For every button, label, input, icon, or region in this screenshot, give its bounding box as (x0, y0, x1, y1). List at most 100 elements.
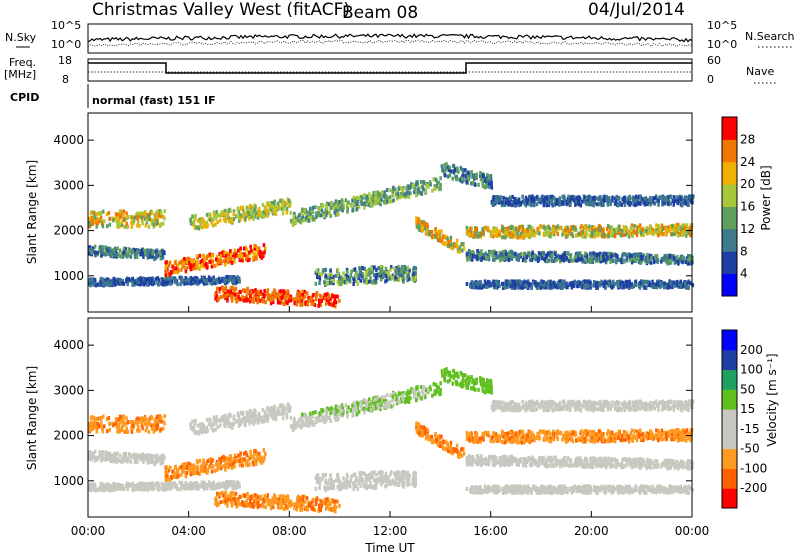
power-cell (216, 286, 219, 291)
power-cell (289, 210, 293, 215)
power-cell (645, 228, 648, 233)
power-cell (270, 204, 273, 209)
power-cell (218, 279, 222, 284)
nave-label: Nave (746, 65, 774, 78)
power-cell (467, 176, 471, 181)
power-cell (588, 194, 591, 199)
power-cell (517, 257, 520, 262)
power-cell (164, 265, 167, 270)
power-cell (547, 194, 551, 199)
power-cell (368, 197, 372, 202)
power-cell (542, 231, 545, 236)
power-cell (104, 249, 107, 254)
power-cell (523, 201, 526, 206)
power-cell (580, 257, 584, 261)
power-cell (212, 210, 216, 215)
power-cell (596, 252, 600, 257)
velocity-cell (93, 449, 97, 454)
power-cell (439, 239, 442, 243)
power-cell (472, 173, 476, 178)
power-cell (136, 223, 139, 228)
power-cell (482, 255, 485, 260)
power-cell (250, 298, 254, 303)
velocity-cell (98, 454, 101, 459)
power-cell (356, 281, 359, 286)
velocity-cell (131, 423, 134, 428)
power-cell (665, 198, 669, 203)
velocity-cell (130, 429, 134, 434)
power-cell (554, 197, 557, 202)
power-cell (280, 299, 283, 304)
power-cell (292, 218, 295, 223)
power-cell (511, 194, 514, 199)
velocity-cell (152, 429, 156, 434)
power-cell (478, 284, 481, 289)
velocity-cell (110, 454, 113, 459)
power-cell (196, 266, 200, 270)
power-cell (138, 277, 142, 282)
power-cell (100, 210, 103, 215)
power-cell (493, 254, 496, 259)
power-cell (322, 213, 326, 218)
power-cell (681, 230, 685, 235)
power-cell (473, 233, 476, 238)
power-cell (140, 215, 143, 220)
velocity-cell (88, 421, 91, 426)
power-cell (676, 201, 679, 206)
power-cell (88, 278, 91, 283)
power-cell (429, 182, 432, 187)
power-cell (606, 200, 610, 205)
power-cell (485, 284, 489, 289)
power-cell (549, 253, 553, 258)
power-cell (136, 255, 139, 259)
power-cell (222, 209, 226, 214)
power-cell (306, 302, 309, 307)
power-cell (511, 199, 514, 204)
power-cell (258, 291, 262, 296)
power-cell (380, 277, 383, 282)
power-cell (641, 196, 644, 201)
power-cell (470, 181, 473, 186)
power-cell (521, 258, 525, 263)
power-cell (414, 274, 417, 279)
power-cell (486, 279, 490, 284)
power-cell (326, 280, 329, 285)
power-cell (416, 220, 420, 225)
power-cell (360, 274, 363, 279)
velocity-cell (147, 418, 151, 423)
power-cell (608, 225, 612, 230)
power-cell (593, 279, 596, 284)
power-cell (294, 219, 298, 224)
power-cell (178, 261, 181, 265)
power-cell (125, 277, 128, 282)
power-cell (238, 253, 241, 258)
power-cell (117, 218, 121, 223)
power-cell (619, 280, 623, 285)
power-cell (676, 255, 679, 260)
power-cell (267, 203, 271, 208)
power-cell (411, 184, 414, 189)
power-cell (183, 257, 186, 261)
power-cell (468, 249, 471, 253)
power-cell (93, 211, 96, 216)
power-cell (213, 281, 216, 286)
colorbar-segment (722, 228, 737, 252)
power-cell (423, 189, 427, 194)
power-cell (358, 270, 362, 275)
power-cell (414, 187, 417, 192)
power-cell (202, 278, 205, 282)
power-cell (661, 200, 664, 205)
power-cell (281, 199, 285, 204)
velocity-cell (89, 416, 93, 421)
power-cell (686, 261, 690, 266)
power-cell (545, 203, 548, 208)
power-cell (341, 201, 345, 206)
power-cell (502, 229, 505, 234)
power-cell (362, 201, 365, 206)
power-cell (498, 252, 501, 257)
power-cell (676, 279, 679, 284)
power-cell (196, 260, 199, 265)
power-cell (97, 281, 101, 286)
velocity-cell (212, 480, 215, 485)
power-cell (370, 280, 374, 285)
